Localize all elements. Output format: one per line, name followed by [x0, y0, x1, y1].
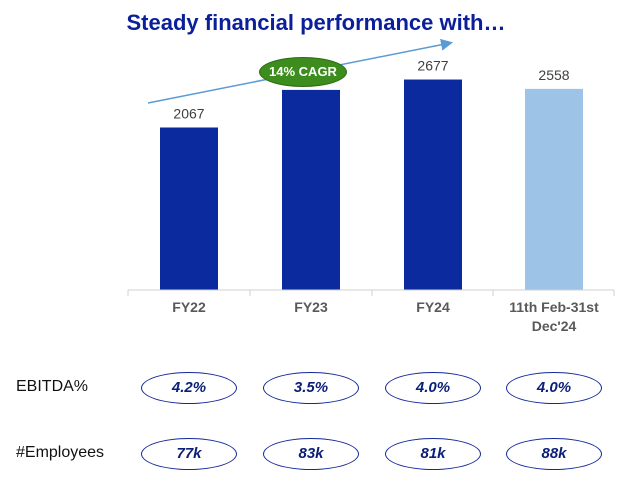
bar-4 [525, 88, 583, 290]
bar-3 [404, 79, 462, 291]
bar-value-label: 2558 [538, 67, 569, 83]
cagr-badge: 14% CAGR [259, 57, 347, 87]
x-tick-label: FY23 [294, 299, 328, 315]
bar-2 [282, 89, 340, 291]
metric-value-pill: 88k [506, 438, 602, 470]
bar-value-label: 2677 [417, 58, 448, 74]
bar-1 [160, 127, 218, 291]
metric-value-pill: 83k [263, 438, 359, 470]
metric-value-pill: 4.0% [385, 372, 481, 404]
x-tick-label: FY24 [416, 299, 450, 315]
chart-title: Steady financial performance with… [126, 10, 506, 35]
x-tick-label: FY22 [172, 299, 206, 315]
metric-value-pill: 4.0% [506, 372, 602, 404]
bar-value-label: 2067 [173, 105, 204, 121]
metric-value-pill: 4.2% [141, 372, 237, 404]
metric-row-label: EBITDA% [16, 378, 89, 395]
metric-value-pill: 81k [385, 438, 481, 470]
metric-value-pill: 77k [141, 438, 237, 470]
x-tick-label: 11th Feb-31st Dec'24 [509, 299, 599, 334]
metric-value-pill: 3.5% [263, 372, 359, 404]
metric-row-label: #Employees [16, 444, 105, 461]
